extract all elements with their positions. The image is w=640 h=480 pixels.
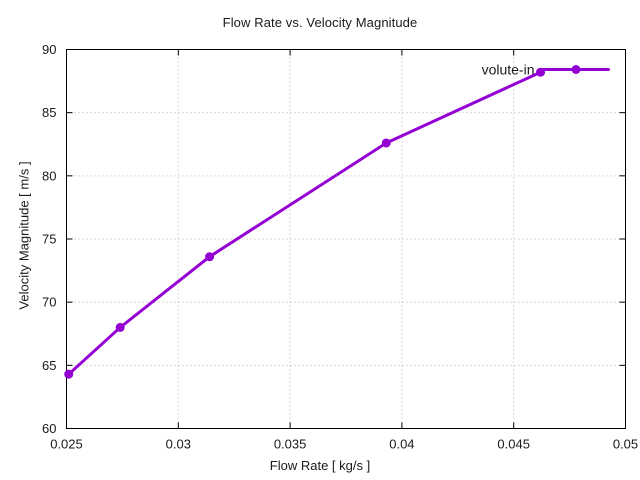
y-axis-tick-label: 70 (42, 295, 56, 310)
y-axis-tick-label: 80 (42, 168, 56, 183)
x-axis-tick-label: 0.04 (389, 437, 414, 452)
x-axis-tick-labels: 0.025 0.03 0.035 0.04 0.045 0.05 (50, 437, 638, 452)
x-axis-title: Flow Rate [ kg/s ] (269, 458, 371, 473)
x-axis-tick-label: 0.025 (50, 437, 83, 452)
x-axis-tick-label: 0.045 (497, 437, 530, 452)
chart-title: Flow Rate vs. Velocity Magnitude (222, 15, 418, 30)
y-axis-tick-label: 75 (42, 232, 56, 247)
data-point-marker[interactable] (115, 322, 125, 332)
data-point-marker[interactable] (64, 369, 74, 379)
legend-marker-sample (571, 65, 581, 74)
x-axis-tick-label: 0.05 (613, 437, 638, 452)
y-axis-tick-labels: 60 65 70 75 80 85 90 (42, 42, 56, 436)
data-point-marker[interactable] (205, 252, 215, 262)
y-axis-tick-label: 60 (42, 421, 56, 436)
x-axis-tick-label: 0.035 (274, 437, 307, 452)
chart-legend: volute-in (482, 62, 610, 78)
x-axis-tick-label: 0.03 (166, 437, 191, 452)
y-axis-tick-label: 85 (42, 105, 56, 120)
grid-lines (66, 49, 626, 429)
y-axis-tick-label: 90 (42, 42, 56, 57)
y-axis-title: Velocity Magnitude [ m/s ] (16, 161, 32, 310)
plot-frame-border (66, 49, 626, 429)
legend-entry-label: volute-in (482, 62, 535, 78)
series-line-volute-in (67, 70, 543, 376)
data-point-marker[interactable] (381, 138, 391, 148)
y-axis-tick-label: 65 (42, 358, 56, 373)
axis-tick-marks (66, 49, 626, 429)
data-series-layer (64, 67, 546, 379)
